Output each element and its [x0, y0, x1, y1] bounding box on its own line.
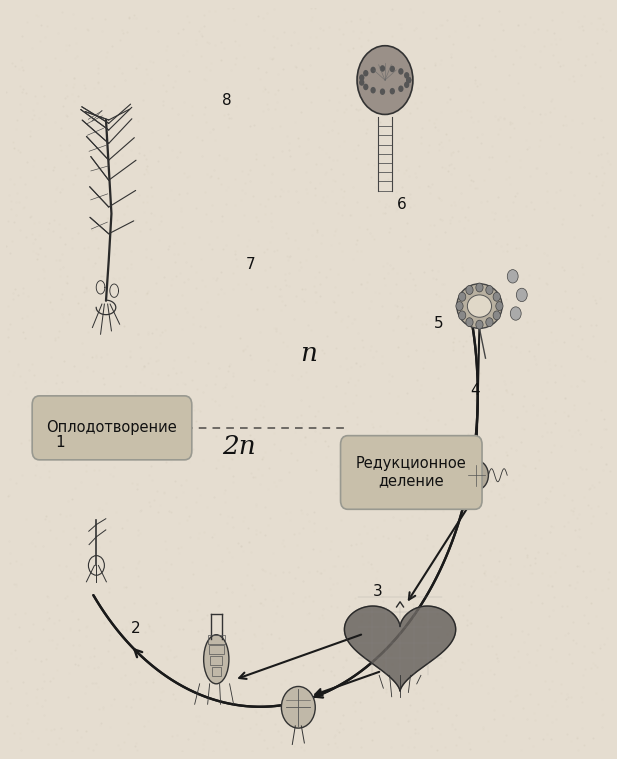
Ellipse shape: [457, 284, 502, 329]
Text: Оплодотворение: Оплодотворение: [47, 420, 177, 436]
Circle shape: [458, 292, 466, 301]
Text: 3: 3: [373, 584, 383, 599]
Bar: [212, 666, 221, 676]
Circle shape: [370, 67, 376, 73]
Circle shape: [357, 46, 413, 115]
Circle shape: [281, 686, 315, 728]
Circle shape: [406, 77, 412, 83]
Circle shape: [406, 77, 412, 83]
Circle shape: [507, 269, 518, 283]
Circle shape: [380, 89, 385, 95]
Circle shape: [476, 283, 483, 292]
Ellipse shape: [204, 635, 229, 684]
Circle shape: [359, 74, 365, 81]
Circle shape: [458, 311, 466, 320]
Text: Редукционное
деление: Редукционное деление: [356, 456, 466, 489]
Text: 2: 2: [131, 621, 141, 636]
Text: 2n: 2n: [222, 434, 256, 459]
Ellipse shape: [467, 295, 492, 317]
Circle shape: [466, 318, 473, 326]
Circle shape: [486, 285, 493, 294]
Polygon shape: [344, 606, 456, 691]
Circle shape: [398, 86, 404, 92]
Circle shape: [380, 65, 385, 72]
Circle shape: [456, 301, 463, 310]
Circle shape: [359, 79, 365, 86]
Bar: [210, 656, 222, 665]
Circle shape: [493, 292, 500, 301]
Circle shape: [493, 311, 500, 320]
Text: 4: 4: [470, 383, 479, 398]
Circle shape: [510, 307, 521, 320]
FancyBboxPatch shape: [32, 396, 192, 460]
Circle shape: [476, 320, 483, 329]
Circle shape: [363, 83, 368, 90]
Circle shape: [466, 285, 473, 294]
Circle shape: [516, 288, 527, 301]
Circle shape: [363, 70, 368, 77]
Text: n: n: [300, 341, 317, 366]
Text: 7: 7: [246, 257, 256, 272]
Text: 8: 8: [222, 93, 231, 108]
Circle shape: [390, 66, 395, 72]
Circle shape: [496, 301, 503, 310]
Circle shape: [486, 318, 493, 326]
Bar: [208, 635, 225, 644]
Text: 5: 5: [434, 317, 443, 331]
Text: 1: 1: [56, 435, 65, 450]
Circle shape: [404, 81, 409, 88]
FancyBboxPatch shape: [341, 436, 482, 509]
Circle shape: [390, 88, 395, 94]
Circle shape: [370, 87, 376, 93]
Circle shape: [404, 72, 409, 79]
Text: 6: 6: [397, 197, 407, 213]
Bar: [209, 645, 223, 654]
Circle shape: [465, 461, 489, 490]
Circle shape: [398, 68, 404, 74]
